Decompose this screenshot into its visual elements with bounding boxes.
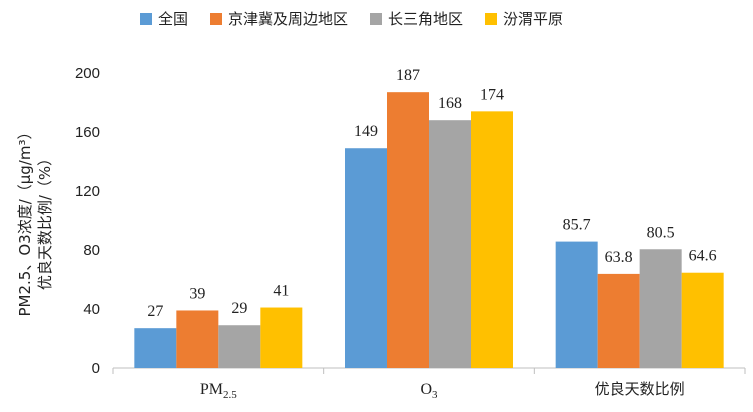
data-label: 27 [147,303,163,320]
y-tick-label: 40 [83,301,100,318]
x-category-label: 优良天数比例 [595,380,685,398]
legend-item: 全国 [140,8,188,29]
data-label: 64.6 [689,248,717,265]
data-label: 39 [189,285,205,302]
bar [345,148,387,368]
y-tick-label: 0 [92,360,100,377]
bar [218,325,261,368]
data-label: 187 [396,67,420,84]
bar [260,307,303,368]
data-label: 41 [273,283,289,300]
legend-label: 京津冀及周边地区 [228,10,349,28]
y-tick-label: 120 [75,183,100,200]
bar [639,249,682,368]
legend-item: 京津冀及周边地区 [210,8,348,29]
bar [471,111,513,368]
legend-swatch [485,12,498,25]
bar [555,241,598,368]
y-axis-title-line2: 优良天数比例/（%） [36,151,54,290]
legend-swatch [140,12,152,25]
bar [681,272,724,368]
y-axis-title-line1: PM2.5、O3浓度/（μg/m³） [16,125,34,317]
legend-label: 汾渭平原 [503,10,564,28]
data-label: 168 [438,95,462,112]
bar [597,273,640,368]
x-category-label: O3 [420,381,438,401]
x-category-label: PM2.5 [200,381,237,401]
legend-item: 汾渭平原 [485,8,563,29]
chart-legend: 全国 京津冀及周边地区 长三角地区 汾渭平原 [140,8,563,29]
data-label: 149 [354,123,378,140]
bar [134,328,177,368]
bar [176,310,219,368]
legend-label: 全国 [158,10,189,28]
data-label: 85.7 [563,217,591,234]
y-tick-label: 200 [75,65,100,82]
bar [429,120,471,368]
data-label: 63.8 [605,249,633,266]
legend-label: 长三角地区 [388,10,464,28]
data-label: 174 [480,86,504,103]
bar [387,92,429,369]
data-label: 80.5 [647,224,675,241]
data-label: 29 [231,300,247,317]
legend-swatch [370,12,383,25]
y-tick-label: 80 [83,242,100,259]
legend-item: 长三角地区 [370,8,463,29]
y-tick-label: 160 [75,124,100,141]
legend-swatch [210,12,223,25]
